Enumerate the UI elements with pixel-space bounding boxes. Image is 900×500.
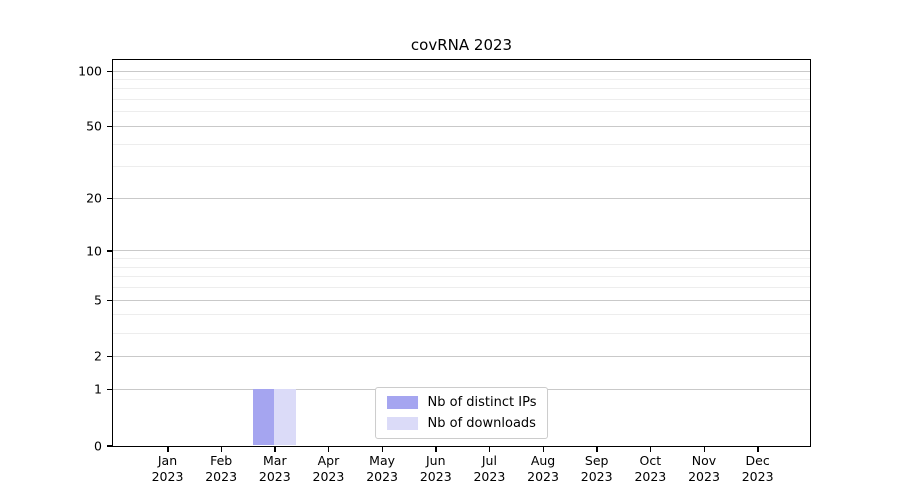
y-axis-tick-labels: 0 1 2 5 10 20 50 100 [0, 59, 102, 453]
x-tick-label: Oct 2023 [634, 453, 667, 484]
gridline-minor [113, 88, 810, 90]
x-tick-label: Aug 2023 [527, 453, 559, 484]
legend-swatch-icon [386, 396, 418, 409]
x-tick-label: Apr 2023 [312, 453, 345, 484]
y-tick-label: 0 [94, 438, 102, 453]
x-tick-mark [488, 446, 491, 452]
x-tick-label: Jun 2023 [419, 453, 452, 484]
y-tick-mark [106, 299, 113, 302]
legend-swatch-icon [386, 417, 418, 430]
x-tick-mark [596, 446, 598, 452]
legend-item: Nb of downloads [386, 416, 537, 431]
legend-item: Nb of distinct IPs [386, 395, 537, 410]
y-tick-label: 20 [86, 190, 102, 206]
gridline-major [113, 70, 810, 72]
y-tick-mark [106, 355, 113, 358]
x-tick-label: Nov 2023 [688, 453, 720, 484]
y-tick-label: 5 [94, 292, 102, 308]
gridline-minor [113, 266, 810, 268]
gridline-minor [113, 314, 810, 316]
gridline-major [113, 355, 810, 357]
x-axis-tick-labels: Jan 2023 Feb 2023 Mar 2023 Apr 2023 May 2023 Jun 20… [0, 453, 900, 493]
gridline-minor [113, 258, 810, 260]
bar-nb-of-downloads [274, 388, 296, 445]
x-tick-mark [703, 446, 705, 452]
x-tick-label: Jan 2023 [151, 453, 184, 484]
plot-area: Nb of distinct IPs Nb of downloads [112, 59, 811, 447]
chart-title: covRNA 2023 [410, 36, 513, 54]
y-tick-label: 1 [94, 381, 102, 397]
gridline-minor [113, 78, 810, 80]
y-tick-mark [106, 250, 113, 252]
x-tick-mark [327, 446, 330, 452]
x-tick-mark [435, 446, 437, 452]
y-tick-label: 50 [86, 118, 102, 134]
x-tick-mark [381, 446, 384, 452]
gridline-major [113, 125, 810, 127]
bar-nb-of-distinct-ips [252, 388, 275, 445]
y-tick-mark [106, 125, 113, 128]
x-tick-mark [274, 446, 276, 452]
gridline-major [113, 299, 810, 301]
x-tick-mark [542, 446, 545, 452]
gridline-minor [113, 166, 810, 168]
legend: Nb of distinct IPs Nb of downloads [374, 387, 549, 439]
gridline-minor [113, 287, 810, 289]
x-tick-mark [167, 446, 169, 452]
x-tick-label: Mar 2023 [258, 453, 291, 484]
gridline-major [113, 197, 810, 199]
gridline-minor [113, 332, 810, 334]
y-tick-label: 100 [78, 63, 102, 79]
y-tick-mark [106, 445, 113, 447]
gridline-minor [113, 143, 810, 145]
x-tick-label: May 2023 [366, 453, 398, 484]
gridline-minor [113, 99, 810, 101]
x-tick-mark [220, 446, 223, 452]
x-tick-mark [649, 446, 652, 452]
y-tick-label: 10 [86, 243, 102, 259]
gridline-minor [113, 111, 810, 113]
gridline-major [113, 250, 810, 252]
y-tick-mark [106, 70, 113, 73]
x-tick-mark [757, 446, 759, 452]
legend-label: Nb of downloads [427, 416, 536, 431]
y-tick-mark [106, 388, 113, 391]
x-tick-label: Dec 2023 [741, 453, 774, 484]
y-tick-label: 2 [94, 348, 102, 364]
legend-label: Nb of distinct IPs [427, 395, 537, 410]
x-tick-label: Jul 2023 [473, 453, 506, 484]
x-tick-label: Sep 2023 [580, 453, 613, 484]
x-tick-label: Feb 2023 [205, 453, 238, 484]
gridline-minor [113, 276, 810, 278]
y-tick-mark [106, 197, 113, 200]
